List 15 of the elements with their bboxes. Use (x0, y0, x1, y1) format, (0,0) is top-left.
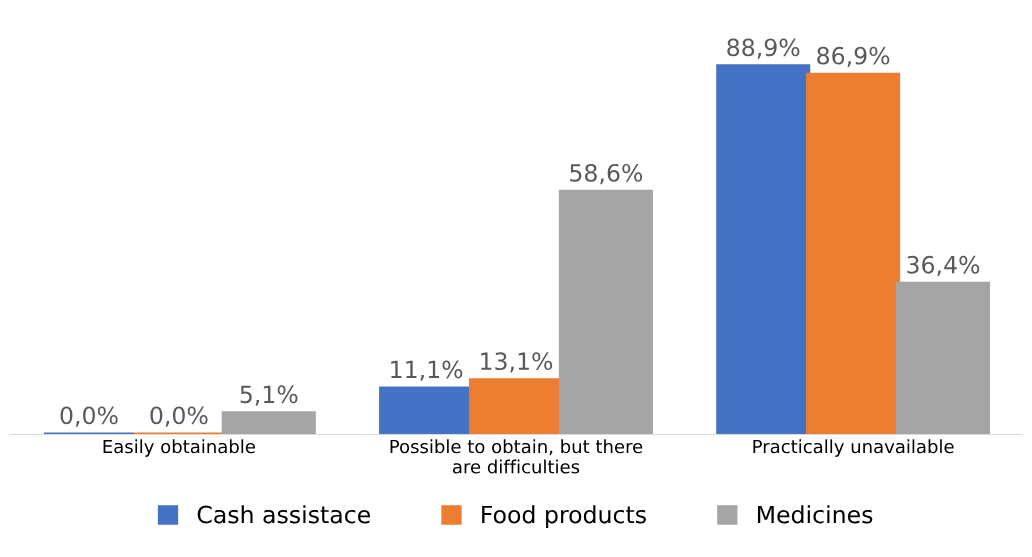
data-label: 0,0% (150, 406, 208, 427)
data-label: 5,1% (240, 385, 298, 406)
data-label: 58,6% (570, 163, 643, 185)
data-label: 13,1% (481, 352, 553, 373)
data-label: 11,1% (391, 360, 463, 381)
data-label: 0,0% (60, 406, 118, 427)
data-label: 88,9% (727, 38, 800, 59)
x-tick-label: Practically unavailable (753, 439, 954, 457)
data-label: 36,4% (907, 255, 980, 277)
legend-label: Medicines (757, 505, 873, 524)
x-tick-label: Easily obtainable (103, 439, 255, 457)
legend-label: Cash assistace (197, 505, 370, 524)
data-label: 86,9% (817, 46, 890, 67)
legend-label: Food products (482, 505, 646, 529)
x-tick-label: Possible to obtain, but there are difficulties (390, 439, 643, 474)
